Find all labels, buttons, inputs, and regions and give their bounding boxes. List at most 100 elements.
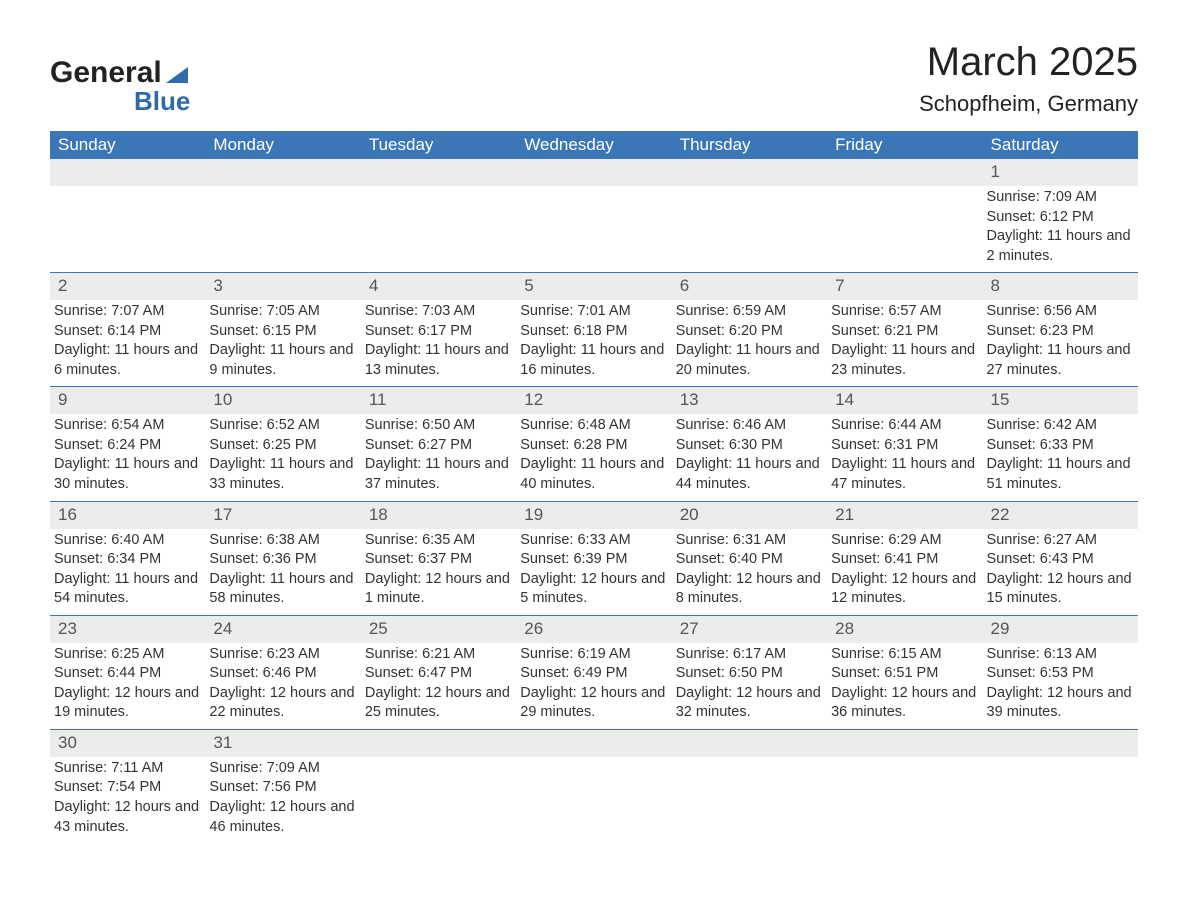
title-block: March 2025 Schopfheim, Germany bbox=[919, 40, 1138, 117]
daylight-text: Daylight: 12 hours and 46 minutes. bbox=[209, 798, 356, 837]
sunrise-text: Sunrise: 6:40 AM bbox=[54, 531, 201, 551]
daylight-text: Daylight: 12 hours and 43 minutes. bbox=[54, 798, 201, 837]
daylight-text: Daylight: 12 hours and 15 minutes. bbox=[987, 570, 1134, 609]
location-text: Schopfheim, Germany bbox=[919, 91, 1138, 117]
daylight-text: Daylight: 11 hours and 37 minutes. bbox=[365, 455, 512, 494]
sunrise-text: Sunrise: 6:56 AM bbox=[987, 302, 1134, 322]
day-cell: Sunrise: 6:44 AMSunset: 6:31 PMDaylight:… bbox=[827, 414, 982, 501]
day-cell: Sunrise: 6:59 AMSunset: 6:20 PMDaylight:… bbox=[672, 300, 827, 387]
weekday-header-row: Sunday Monday Tuesday Wednesday Thursday… bbox=[50, 131, 1138, 159]
col-monday: Monday bbox=[205, 131, 360, 159]
week-daynum-row: 3031 bbox=[50, 729, 1138, 756]
sunrise-text: Sunrise: 6:59 AM bbox=[676, 302, 823, 322]
day-number: 18 bbox=[361, 501, 516, 528]
sunrise-text: Sunrise: 7:03 AM bbox=[365, 302, 512, 322]
day-cell: Sunrise: 6:46 AMSunset: 6:30 PMDaylight:… bbox=[672, 414, 827, 501]
day-cell: Sunrise: 7:03 AMSunset: 6:17 PMDaylight:… bbox=[361, 300, 516, 387]
sunrise-text: Sunrise: 6:25 AM bbox=[54, 645, 201, 665]
day-cell bbox=[983, 757, 1138, 843]
sunrise-text: Sunrise: 6:54 AM bbox=[54, 416, 201, 436]
day-number bbox=[983, 729, 1138, 756]
day-number: 30 bbox=[50, 729, 205, 756]
day-number bbox=[672, 159, 827, 186]
sunrise-text: Sunrise: 6:46 AM bbox=[676, 416, 823, 436]
day-cell: Sunrise: 6:17 AMSunset: 6:50 PMDaylight:… bbox=[672, 643, 827, 730]
daylight-text: Daylight: 12 hours and 32 minutes. bbox=[676, 684, 823, 723]
sunset-text: Sunset: 6:37 PM bbox=[365, 550, 512, 570]
daylight-text: Daylight: 12 hours and 29 minutes. bbox=[520, 684, 667, 723]
sunset-text: Sunset: 6:12 PM bbox=[987, 208, 1134, 228]
day-cell bbox=[50, 186, 205, 273]
day-cell: Sunrise: 6:38 AMSunset: 6:36 PMDaylight:… bbox=[205, 529, 360, 616]
sunrise-text: Sunrise: 7:07 AM bbox=[54, 302, 201, 322]
day-cell: Sunrise: 6:33 AMSunset: 6:39 PMDaylight:… bbox=[516, 529, 671, 616]
day-number: 1 bbox=[983, 159, 1138, 186]
col-wednesday: Wednesday bbox=[516, 131, 671, 159]
sunrise-text: Sunrise: 7:05 AM bbox=[209, 302, 356, 322]
page-header: General Blue March 2025 Schopfheim, Germ… bbox=[50, 40, 1138, 117]
sunrise-text: Sunrise: 6:48 AM bbox=[520, 416, 667, 436]
daylight-text: Daylight: 11 hours and 47 minutes. bbox=[831, 455, 978, 494]
day-cell: Sunrise: 6:27 AMSunset: 6:43 PMDaylight:… bbox=[983, 529, 1138, 616]
day-cell: Sunrise: 7:09 AMSunset: 6:12 PMDaylight:… bbox=[983, 186, 1138, 273]
day-number: 23 bbox=[50, 615, 205, 642]
logo-line1-wrap: General bbox=[50, 56, 188, 90]
week-info-row: Sunrise: 6:54 AMSunset: 6:24 PMDaylight:… bbox=[50, 414, 1138, 501]
day-number bbox=[361, 729, 516, 756]
daylight-text: Daylight: 12 hours and 22 minutes. bbox=[209, 684, 356, 723]
day-number: 20 bbox=[672, 501, 827, 528]
sunset-text: Sunset: 6:44 PM bbox=[54, 664, 201, 684]
day-cell bbox=[827, 186, 982, 273]
day-number bbox=[827, 159, 982, 186]
sunset-text: Sunset: 6:34 PM bbox=[54, 550, 201, 570]
day-cell bbox=[516, 186, 671, 273]
daylight-text: Daylight: 11 hours and 2 minutes. bbox=[987, 227, 1134, 266]
day-number bbox=[205, 159, 360, 186]
day-cell: Sunrise: 6:23 AMSunset: 6:46 PMDaylight:… bbox=[205, 643, 360, 730]
day-number: 15 bbox=[983, 387, 1138, 414]
col-saturday: Saturday bbox=[983, 131, 1138, 159]
sunset-text: Sunset: 6:28 PM bbox=[520, 436, 667, 456]
sunrise-text: Sunrise: 6:17 AM bbox=[676, 645, 823, 665]
sunrise-text: Sunrise: 6:23 AM bbox=[209, 645, 356, 665]
sunrise-text: Sunrise: 6:15 AM bbox=[831, 645, 978, 665]
sunset-text: Sunset: 6:40 PM bbox=[676, 550, 823, 570]
sunrise-text: Sunrise: 6:29 AM bbox=[831, 531, 978, 551]
week-info-row: Sunrise: 7:11 AMSunset: 7:54 PMDaylight:… bbox=[50, 757, 1138, 843]
day-cell: Sunrise: 6:25 AMSunset: 6:44 PMDaylight:… bbox=[50, 643, 205, 730]
day-number: 27 bbox=[672, 615, 827, 642]
day-number: 3 bbox=[205, 273, 360, 300]
daylight-text: Daylight: 12 hours and 25 minutes. bbox=[365, 684, 512, 723]
daylight-text: Daylight: 11 hours and 58 minutes. bbox=[209, 570, 356, 609]
sunset-text: Sunset: 6:27 PM bbox=[365, 436, 512, 456]
col-tuesday: Tuesday bbox=[361, 131, 516, 159]
day-number: 24 bbox=[205, 615, 360, 642]
daylight-text: Daylight: 12 hours and 1 minute. bbox=[365, 570, 512, 609]
sunset-text: Sunset: 6:33 PM bbox=[987, 436, 1134, 456]
day-number: 28 bbox=[827, 615, 982, 642]
sunset-text: Sunset: 6:53 PM bbox=[987, 664, 1134, 684]
sunrise-text: Sunrise: 6:44 AM bbox=[831, 416, 978, 436]
day-number: 26 bbox=[516, 615, 671, 642]
day-cell bbox=[361, 757, 516, 843]
week-info-row: Sunrise: 6:40 AMSunset: 6:34 PM Daylight:… bbox=[50, 529, 1138, 616]
day-cell: Sunrise: 6:52 AMSunset: 6:25 PMDaylight:… bbox=[205, 414, 360, 501]
sunrise-text: Sunrise: 6:13 AM bbox=[987, 645, 1134, 665]
daylight-text: Daylight: 11 hours and 40 minutes. bbox=[520, 455, 667, 494]
day-number: 13 bbox=[672, 387, 827, 414]
sunset-text: Sunset: 6:14 PM bbox=[54, 322, 201, 342]
sunset-text: Sunset: 6:43 PM bbox=[987, 550, 1134, 570]
day-number: 12 bbox=[516, 387, 671, 414]
col-friday: Friday bbox=[827, 131, 982, 159]
sunset-text: Sunset: 6:15 PM bbox=[209, 322, 356, 342]
day-number: 6 bbox=[672, 273, 827, 300]
day-cell: Sunrise: 6:21 AMSunset: 6:47 PMDaylight:… bbox=[361, 643, 516, 730]
day-number bbox=[361, 159, 516, 186]
day-cell: Sunrise: 7:07 AMSunset: 6:14 PMDaylight:… bbox=[50, 300, 205, 387]
day-number: 29 bbox=[983, 615, 1138, 642]
sunrise-text: Sunrise: 6:31 AM bbox=[676, 531, 823, 551]
sunset-text: Sunset: 6:36 PM bbox=[209, 550, 356, 570]
day-cell bbox=[516, 757, 671, 843]
sunrise-text: Sunrise: 6:21 AM bbox=[365, 645, 512, 665]
sunset-text: Sunset: 6:23 PM bbox=[987, 322, 1134, 342]
